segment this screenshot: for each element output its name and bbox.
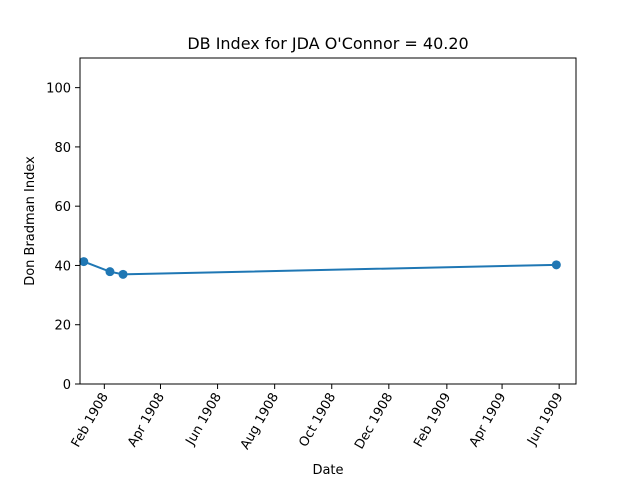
y-axis-label: Don Bradman Index — [23, 156, 38, 286]
x-axis-label: Date — [312, 463, 343, 478]
x-axis: Feb 1908 Apr 1908 Jun 1908 Aug 1908 Oct 1908… — [69, 384, 567, 452]
data-point — [105, 267, 115, 277]
x-tick-label: Feb 1909 — [411, 391, 454, 451]
y-tick-label: 60 — [54, 200, 71, 215]
x-tick-label: Dec 1908 — [352, 391, 396, 453]
y-tick-label: 0 — [63, 378, 71, 393]
x-tick-label: Aug 1908 — [238, 391, 282, 453]
x-tick-label: Feb 1908 — [69, 391, 112, 451]
y-axis: 0 20 40 60 80 100 — [46, 82, 80, 393]
chart-title: DB Index for JDA O'Connor = 40.20 — [187, 34, 468, 53]
y-tick-label: 20 — [54, 319, 71, 334]
y-tick-label: 80 — [54, 141, 71, 156]
data-point — [118, 269, 128, 279]
x-tick-label: Oct 1908 — [296, 391, 339, 450]
data-point — [551, 260, 561, 270]
series-line — [83, 260, 557, 276]
x-tick-label: Apr 1909 — [467, 391, 510, 450]
x-tick-label: Jun 1909 — [524, 391, 566, 449]
y-tick-label: 40 — [54, 259, 71, 274]
y-tick-label: 100 — [46, 82, 71, 97]
plot-frame — [79, 57, 577, 385]
x-tick-label: Apr 1908 — [125, 391, 168, 450]
data-point — [79, 257, 89, 267]
plot-series — [79, 257, 561, 279]
x-tick-label: Jun 1908 — [183, 391, 225, 449]
